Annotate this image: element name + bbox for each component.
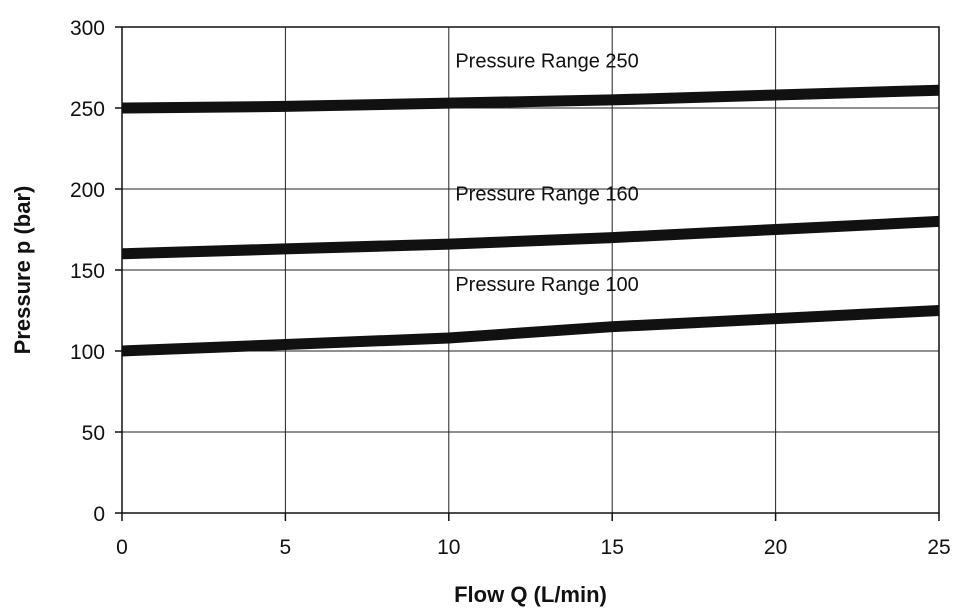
x-tick-label: 25	[927, 536, 950, 559]
x-axis-title: Flow Q (L/min)	[454, 582, 607, 607]
y-tick-label: 150	[70, 260, 105, 283]
x-tick-label: 10	[437, 536, 460, 559]
x-tick-label: 20	[764, 536, 787, 559]
y-tick-label: 200	[70, 179, 105, 202]
y-tick-label: 300	[70, 17, 105, 40]
series-annotation: Pressure Range 250	[455, 51, 638, 73]
series-layer	[121, 84, 940, 357]
x-tick-label: 5	[280, 536, 292, 559]
y-tick-label: 0	[93, 503, 105, 526]
y-tick-label: 250	[70, 98, 105, 121]
series-line	[121, 84, 940, 114]
x-tick-label: 0	[116, 536, 128, 559]
series-line	[121, 305, 940, 357]
annotations: Pressure Range 250 Pressure Range 160 Pres…	[455, 51, 638, 297]
series-annotation: Pressure Range 100	[455, 274, 638, 296]
y-tick-label: 50	[82, 422, 105, 445]
y-axis-title: Pressure p (bar)	[10, 186, 35, 355]
series-line	[121, 215, 940, 260]
x-tick-label: 15	[601, 536, 624, 559]
series-annotation: Pressure Range 160	[455, 183, 638, 205]
y-tick-label: 100	[70, 341, 105, 364]
